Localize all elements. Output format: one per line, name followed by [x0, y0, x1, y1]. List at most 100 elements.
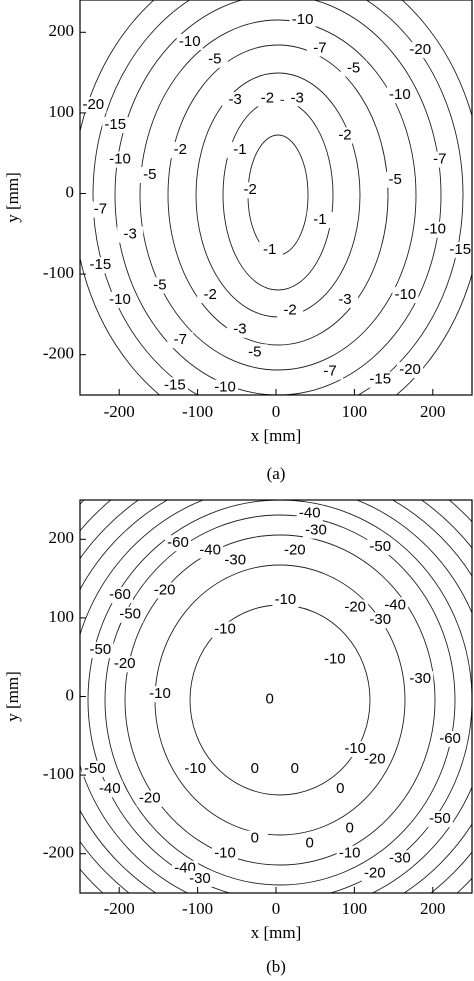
contour-label: -5 — [153, 276, 166, 293]
contour-label: -3 — [290, 89, 303, 106]
contour-label: -30 — [389, 849, 411, 866]
label-backing — [397, 362, 424, 379]
label-backing — [117, 226, 144, 243]
contour-label: -10 — [389, 86, 411, 103]
label-backing — [186, 870, 213, 887]
y-axis-label: y [mm] — [3, 671, 22, 722]
label-backing — [106, 587, 133, 604]
contour-label: -10 — [184, 760, 206, 777]
x-tick-label: -200 — [104, 899, 135, 918]
label-backing — [342, 741, 369, 758]
label-backing — [272, 591, 299, 608]
label-backing — [212, 379, 239, 396]
label-backing — [106, 151, 133, 168]
contour-label: -15 — [449, 241, 471, 258]
contour-label: -30 — [409, 670, 431, 687]
label-backing — [136, 790, 163, 807]
y-tick-label: 200 — [49, 528, 75, 547]
contour-label: -5 — [347, 60, 360, 77]
contour-label: 0 — [336, 780, 344, 797]
y-tick-label: 200 — [49, 21, 75, 40]
label-backing — [321, 651, 348, 668]
label-backing — [277, 302, 304, 319]
y-tick-label: -200 — [43, 344, 74, 363]
label-backing — [201, 51, 228, 68]
label-backing — [111, 656, 138, 673]
y-tick-label: 0 — [66, 685, 75, 704]
label-backing — [136, 166, 163, 183]
contour-label: -7 — [94, 201, 107, 218]
contour-label: -20 — [409, 41, 431, 58]
label-backing — [241, 830, 268, 847]
y-tick-label: -100 — [43, 764, 74, 783]
label-backing — [80, 96, 107, 113]
contour-label: -10 — [344, 740, 366, 757]
label-backing — [302, 522, 329, 539]
contour-label: -1 — [313, 211, 326, 228]
label-backing — [382, 597, 409, 614]
contour-label: -30 — [369, 611, 391, 628]
contour-label: -1 — [233, 141, 246, 158]
contour-label: -30 — [224, 551, 246, 568]
label-backing — [386, 87, 413, 104]
label-backing — [426, 151, 453, 168]
x-tick-label: 200 — [420, 899, 446, 918]
label-backing — [226, 141, 253, 158]
x-tick-label: 100 — [342, 402, 368, 421]
contour-label: -10 — [109, 291, 131, 308]
x-axis-label: x [mm] — [251, 923, 302, 942]
label-backing — [167, 332, 194, 349]
label-backing — [361, 865, 388, 882]
label-backing — [146, 277, 173, 294]
label-backing — [165, 535, 191, 552]
contour-label: -3 — [338, 291, 351, 308]
contour-label: -7 — [433, 151, 446, 168]
label-backing — [256, 691, 283, 708]
contour-label: -2 — [283, 301, 296, 318]
x-tick-label: 200 — [420, 402, 446, 421]
contour-label: -5 — [143, 166, 156, 183]
contour-label: -50 — [119, 606, 141, 623]
label-backing — [161, 377, 188, 394]
x-tick-label: 100 — [342, 899, 368, 918]
label-backing — [226, 321, 253, 338]
contour-label: -60 — [167, 534, 189, 551]
contour-label: -60 — [439, 730, 461, 747]
label-backing — [241, 344, 268, 361]
label-backing — [197, 542, 224, 559]
y-tick-label: 0 — [66, 182, 75, 201]
label-backing — [281, 542, 308, 559]
label-backing — [96, 781, 123, 798]
x-tick-label: 0 — [272, 402, 281, 421]
contour-label: -40 — [199, 541, 221, 558]
contour-label: -10 — [149, 685, 171, 702]
label-backing — [392, 287, 419, 304]
contour-label: -10 — [275, 591, 297, 608]
contour-label: -50 — [429, 810, 451, 827]
label-backing — [317, 363, 344, 380]
contour-label: -10 — [324, 651, 346, 668]
label-backing — [331, 127, 358, 144]
contour-label: -2 — [261, 89, 274, 106]
label-backing — [342, 599, 369, 616]
x-tick-label: -100 — [182, 402, 213, 421]
label-backing — [284, 90, 311, 107]
contour-label: -20 — [344, 599, 366, 616]
label-backing — [306, 40, 333, 57]
label-backing — [289, 12, 316, 29]
y-tick-label: -200 — [43, 843, 74, 862]
label-backing — [237, 182, 264, 199]
contour-label: -10 — [339, 845, 361, 862]
label-backing — [367, 371, 394, 388]
contour-label: -15 — [164, 376, 186, 393]
label-backing — [212, 621, 239, 638]
contour-label: -2 — [203, 286, 216, 303]
label-backing — [296, 505, 323, 522]
contour-label: -60 — [109, 586, 131, 603]
label-backing — [306, 212, 333, 229]
label-backing — [340, 60, 367, 77]
contour-label: 0 — [266, 691, 274, 708]
contour-label: -2 — [338, 126, 351, 143]
label-backing — [87, 642, 114, 659]
y-tick-label: 100 — [49, 607, 75, 626]
